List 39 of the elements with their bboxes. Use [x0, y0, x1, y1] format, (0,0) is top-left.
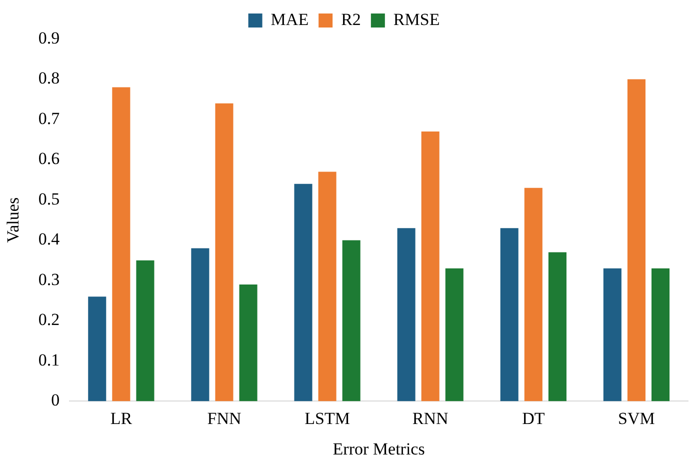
bar	[548, 252, 566, 402]
y-tick-label: 0.6	[38, 149, 60, 168]
bar	[421, 132, 440, 402]
bar	[445, 268, 464, 402]
bar	[397, 228, 416, 402]
x-tick-label: LR	[110, 408, 133, 428]
x-tick-label: FNN	[207, 408, 242, 428]
y-tick-label: 0	[51, 390, 60, 410]
bar	[112, 87, 130, 402]
bar	[500, 228, 518, 402]
x-tick-label: DT	[522, 408, 546, 428]
y-tick-label: 0.8	[38, 68, 60, 88]
x-axis-title: Error Metrics	[332, 439, 425, 458]
y-tick-label: 0.3	[38, 270, 60, 289]
legend-label: MAE	[270, 10, 309, 29]
y-tick-label: 0.7	[38, 108, 60, 128]
x-tick-label: SVM	[618, 408, 655, 428]
bar	[627, 79, 646, 402]
bar	[342, 240, 360, 402]
bar	[524, 188, 542, 402]
y-tick-label: 0.4	[38, 230, 60, 249]
legend-label: RMSE	[393, 10, 440, 29]
bar	[294, 184, 312, 402]
bar	[88, 296, 106, 402]
bar	[603, 268, 622, 402]
y-tick-label: 0.2	[38, 310, 60, 330]
bar	[215, 103, 234, 402]
y-tick-label: 0.9	[38, 28, 60, 48]
bar	[239, 284, 258, 402]
y-axis-title: Values	[4, 197, 23, 243]
x-tick-label: RNN	[412, 408, 448, 428]
bar	[652, 268, 670, 402]
x-tick-label: LSTM	[304, 408, 350, 428]
bar	[318, 172, 336, 402]
y-tick-label: 0.1	[38, 350, 60, 370]
y-tick-label: 0.5	[38, 189, 60, 208]
bar	[191, 248, 210, 402]
bar	[136, 260, 154, 402]
legend-label: R2	[341, 10, 361, 29]
